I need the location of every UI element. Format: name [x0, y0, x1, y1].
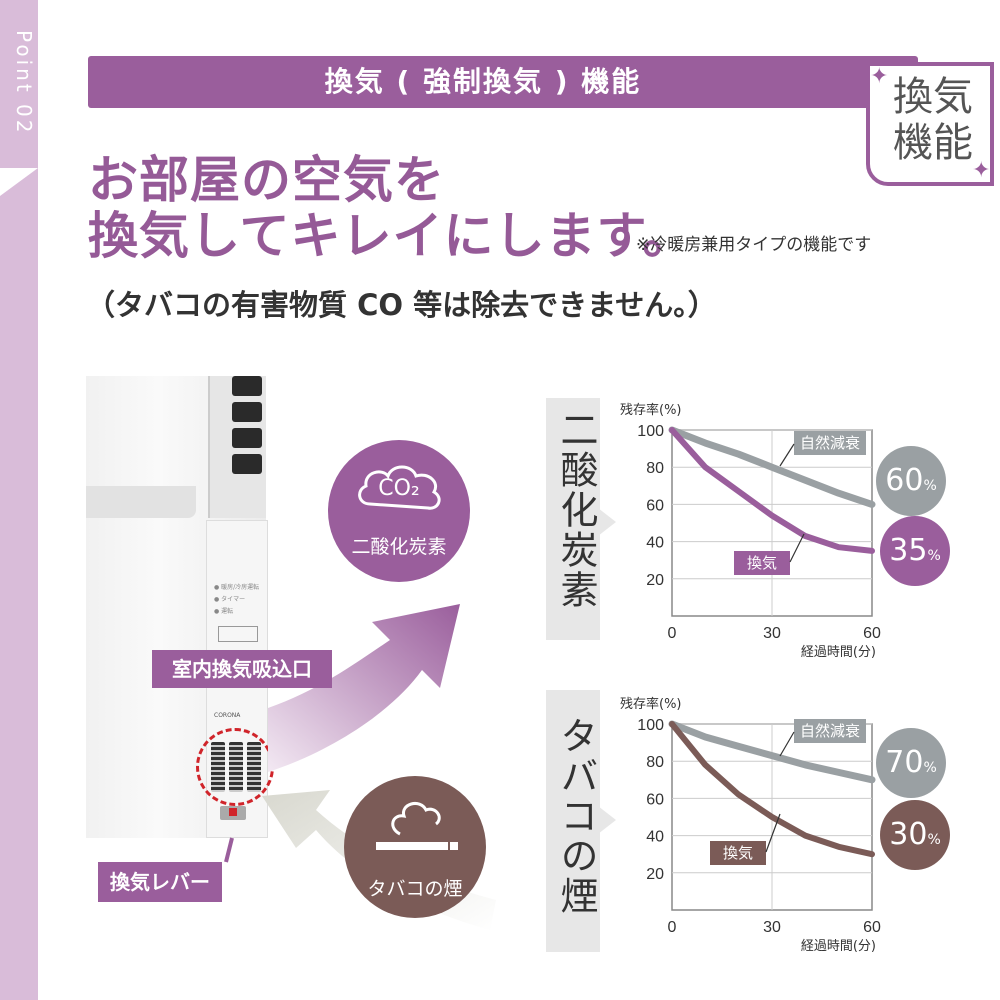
legend-label-ventilation: 換気	[747, 554, 777, 572]
leader-line	[789, 533, 805, 563]
co2-side-block	[546, 398, 600, 640]
x-tick-label: 0	[668, 919, 677, 936]
sparkle-icon: ✦	[972, 158, 991, 183]
x-tick-label: 60	[863, 919, 881, 936]
x-tick-label: 60	[863, 625, 881, 642]
x-axis-label: 経過時間(分)	[801, 939, 876, 952]
unit-lever-mark	[229, 808, 237, 816]
x-tick-label: 30	[763, 625, 781, 642]
smoke-side-label: タバコの煙	[554, 716, 598, 916]
intake-label: 室内換気吸込口	[152, 650, 332, 688]
unit-controls: ● 暖房/冷房運転 ● タイマー ● 運転	[214, 582, 259, 618]
point-strip: Point 02	[0, 0, 38, 1000]
cigarette-icon	[376, 801, 458, 850]
y-axis-label: 残存率(%)	[620, 696, 682, 712]
exhaust-arrow	[268, 604, 460, 772]
y-axis-label: 残存率(%)	[620, 402, 682, 418]
headline-line-2: 換気してキレイにします。	[88, 206, 694, 265]
legend-label-ventilation: 換気	[723, 844, 753, 862]
y-tick-label: 80	[646, 754, 664, 771]
header-title: 換気 ( 強制換気 ) 機能	[324, 65, 642, 98]
lever-label: 換気レバー	[98, 862, 222, 902]
unit-control-label: ● 暖房/冷房運転	[214, 584, 260, 591]
percent-sign: %	[923, 478, 937, 494]
feature-badge	[866, 62, 994, 186]
y-tick-label: 60	[646, 791, 664, 808]
co2-circle-label: 二酸化炭素	[351, 536, 447, 558]
x-tick-label: 0	[668, 625, 677, 642]
percent-value: 35	[889, 533, 928, 568]
percent-value: 70	[885, 745, 924, 780]
co2-circle	[328, 440, 470, 582]
smoke-circle-label: タバコの煙	[367, 878, 463, 900]
sparkle-icon: ✦	[870, 64, 889, 89]
legend-label-natural: 自然減衰	[800, 434, 860, 452]
natural-percent-bubble: 70%	[876, 728, 946, 798]
legend-label-natural: 自然減衰	[800, 722, 860, 740]
unit-logo: CORONA	[214, 712, 241, 719]
point-label: Point 02	[12, 30, 36, 136]
y-tick-label: 100	[637, 423, 664, 440]
x-tick-label: 30	[763, 919, 781, 936]
note-text: ※冷暖房兼用タイプの機能です	[636, 235, 872, 255]
percent-sign: %	[927, 832, 941, 848]
percent-value: 30	[889, 817, 928, 852]
badge-line-1: 換気	[893, 74, 973, 120]
intake-line	[224, 837, 234, 863]
legend-box-natural	[794, 719, 866, 743]
smoke-side-block	[546, 690, 600, 952]
badge-text: 換気 機能	[878, 74, 988, 166]
pointer-triangle	[598, 806, 616, 834]
legend-box-natural	[794, 431, 866, 455]
percent-value: 60	[885, 463, 924, 498]
pointer-triangle	[598, 508, 616, 536]
y-tick-label: 20	[646, 572, 664, 589]
co2-formula: CO₂	[378, 476, 420, 501]
cloud-icon	[358, 465, 441, 510]
y-tick-label: 40	[646, 829, 664, 846]
ventilation-percent-bubble: 35%	[880, 516, 950, 586]
headline-line-1: お部屋の空気を	[88, 150, 445, 209]
percent-sign: %	[923, 760, 937, 776]
subline: （タバコの有害物質 CO 等は除去できません。）	[86, 288, 717, 322]
intake-grille	[196, 728, 274, 806]
y-tick-label: 80	[646, 460, 664, 477]
ventilation-percent-bubble: 30%	[880, 800, 950, 870]
unit-top-vent	[208, 376, 266, 518]
leader-line	[779, 443, 795, 467]
unit-control-label: ● 運転	[214, 608, 234, 615]
y-tick-label: 20	[646, 866, 664, 883]
badge-line-2: 機能	[893, 120, 973, 166]
co2-side-label: 二酸化炭素	[554, 410, 598, 610]
header-bar	[88, 56, 918, 108]
natural-percent-bubble: 60%	[876, 446, 946, 516]
legend-box-ventilation	[734, 551, 790, 575]
unit-switch	[218, 626, 258, 642]
unit-control-label: ● タイマー	[214, 596, 246, 603]
percent-sign: %	[927, 548, 941, 564]
x-axis-label: 経過時間(分)	[801, 645, 876, 660]
y-tick-label: 100	[637, 717, 664, 734]
unit-shelf	[86, 486, 196, 518]
y-tick-label: 40	[646, 535, 664, 552]
legend-box-ventilation	[710, 841, 766, 865]
leader-line	[779, 731, 795, 757]
leader-line	[765, 813, 781, 853]
y-tick-label: 60	[646, 497, 664, 514]
